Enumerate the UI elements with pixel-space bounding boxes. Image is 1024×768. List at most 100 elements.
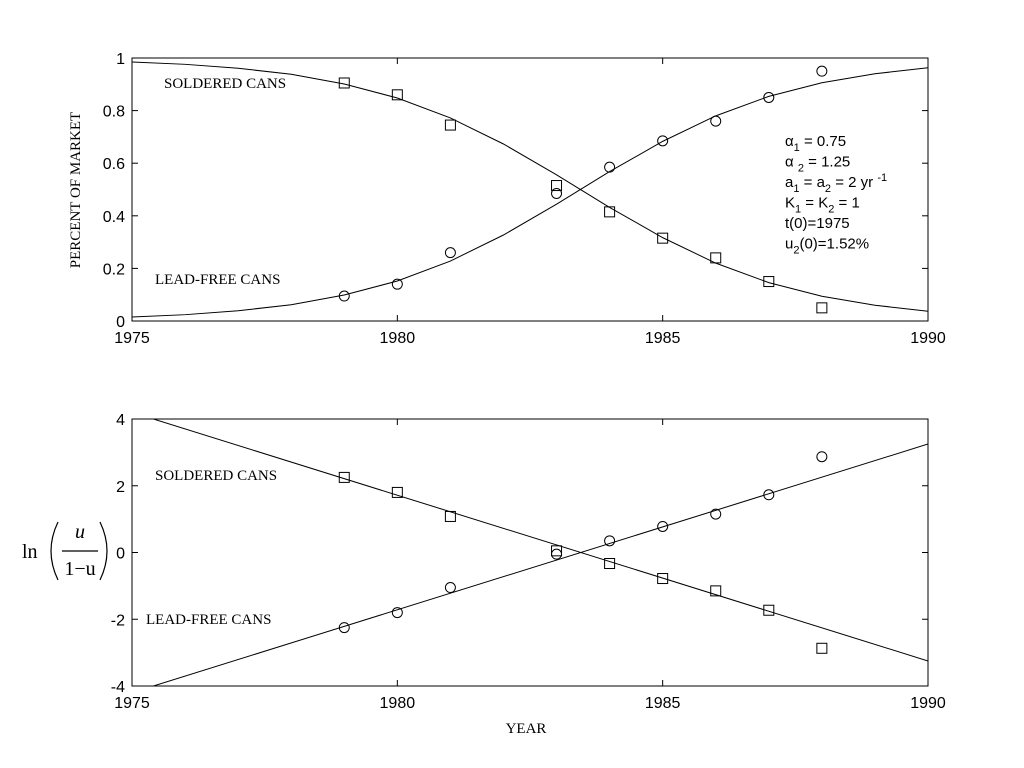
circle-marker xyxy=(604,161,616,173)
parameter-text: (0)=1.52% xyxy=(799,236,869,253)
square-marker xyxy=(657,573,669,585)
square-marker xyxy=(391,486,403,498)
x-tick-label: 1990 xyxy=(910,695,946,712)
fit-curve xyxy=(151,419,928,662)
y-tick-label: 0.6 xyxy=(103,156,125,173)
square-marker xyxy=(657,232,669,244)
axes-box xyxy=(131,418,929,687)
square-marker xyxy=(338,471,350,483)
numerator: u xyxy=(75,521,85,543)
square-marker xyxy=(604,558,616,570)
parameter-text: = 1 xyxy=(834,195,859,212)
circle-marker xyxy=(551,548,563,560)
x-tick-label: 1975 xyxy=(114,330,150,347)
parameter-text: = 1.25 xyxy=(804,154,850,171)
square-marker xyxy=(710,585,722,597)
circle-marker xyxy=(551,187,563,199)
parameter-text: K xyxy=(785,195,795,212)
fit-curve xyxy=(151,443,928,686)
parameter-text: 1 xyxy=(793,183,799,195)
x-axis-label: YEAR xyxy=(506,721,547,737)
square-marker xyxy=(338,77,350,89)
parameter-line: t(0)=1975 xyxy=(785,215,850,232)
square-marker xyxy=(816,642,828,654)
y-tick-label: 1 xyxy=(116,51,125,68)
parameter-text: = a xyxy=(799,174,825,191)
square-marker xyxy=(391,89,403,101)
parameter-text: a xyxy=(785,174,794,191)
parameter-text: 1 xyxy=(795,204,801,216)
circle-marker xyxy=(763,91,775,103)
series-label: LEAD-FREE CANS xyxy=(155,272,280,288)
x-tick-label: 1980 xyxy=(380,695,416,712)
circle-marker xyxy=(657,135,669,147)
y-axis-label: ln u 1−u xyxy=(22,521,108,581)
parameter-text: α xyxy=(785,154,798,171)
parameter-text: -1 xyxy=(877,172,887,184)
parameter-text: 2 xyxy=(793,245,799,257)
circle-marker xyxy=(444,247,456,259)
y-axis-label: PERCENT OF MARKET xyxy=(68,112,84,268)
series-label: LEAD-FREE CANS xyxy=(146,612,271,628)
x-tick-label: 1975 xyxy=(114,695,150,712)
parameter-text: 2 xyxy=(828,204,834,216)
y-tick-label: 0 xyxy=(116,546,125,563)
square-marker xyxy=(551,180,563,192)
parameter-text: = K xyxy=(801,195,828,212)
y-tick-label: 4 xyxy=(116,412,125,429)
square-marker xyxy=(551,545,563,557)
parameter-line: a1 = a2 = 2 yr -1 xyxy=(785,172,887,195)
fit-curve xyxy=(132,67,928,318)
parameter-text: α xyxy=(785,133,794,150)
square-marker xyxy=(763,604,775,616)
y-tick-label: 0.4 xyxy=(103,209,125,226)
denominator: 1−u xyxy=(64,558,95,580)
parameter-line: u2(0)=1.52% xyxy=(785,236,869,257)
circle-marker xyxy=(816,451,828,463)
y-tick-label: 0 xyxy=(116,314,125,331)
circle-marker xyxy=(763,489,775,501)
parameter-text: 2 xyxy=(798,163,804,175)
circle-marker xyxy=(338,622,350,634)
parameter-text: u xyxy=(785,236,793,253)
axes-box xyxy=(131,57,929,322)
circle-marker xyxy=(444,582,456,594)
circle-marker xyxy=(710,115,722,127)
circle-marker xyxy=(816,65,828,77)
parameter-text: = 0.75 xyxy=(800,133,846,150)
circle-marker xyxy=(710,508,722,520)
square-marker xyxy=(444,510,456,522)
y-tick-label: -4 xyxy=(111,679,125,696)
x-tick-label: 1980 xyxy=(380,330,416,347)
y-tick-label: -2 xyxy=(111,612,125,629)
circle-marker xyxy=(604,535,616,547)
parameter-line: α 2 = 1.25 xyxy=(785,154,850,175)
x-tick-label: 1985 xyxy=(645,695,681,712)
circle-marker xyxy=(338,290,350,302)
parameter-text: 1 xyxy=(794,142,800,154)
parameter-line: α1 = 0.75 xyxy=(785,133,846,154)
fit-curve xyxy=(132,61,928,312)
square-marker xyxy=(444,119,456,131)
parameter-text: t(0)=1975 xyxy=(785,215,850,232)
square-marker xyxy=(816,302,828,314)
y-tick-label: 2 xyxy=(116,479,125,496)
series-label: SOLDERED CANS xyxy=(164,76,286,92)
parameter-text: 2 xyxy=(825,183,831,195)
circle-marker xyxy=(391,278,403,290)
square-marker xyxy=(604,206,616,218)
parameter-text: = 2 yr xyxy=(831,174,877,191)
square-marker xyxy=(710,252,722,264)
y-tick-label: 0.2 xyxy=(103,261,125,278)
x-tick-label: 1990 xyxy=(910,330,946,347)
paren xyxy=(99,521,108,581)
circle-marker xyxy=(391,607,403,619)
ln-label: ln xyxy=(22,541,38,563)
series-label: SOLDERED CANS xyxy=(155,468,277,484)
square-marker xyxy=(763,276,775,288)
x-tick-label: 1985 xyxy=(645,330,681,347)
parameter-line: K1 = K2 = 1 xyxy=(785,195,860,216)
paren xyxy=(50,521,59,581)
circle-marker xyxy=(657,520,669,532)
